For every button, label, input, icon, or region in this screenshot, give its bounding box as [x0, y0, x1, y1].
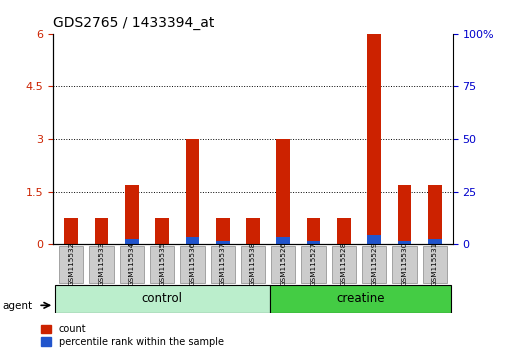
FancyBboxPatch shape — [331, 246, 355, 283]
Text: GSM115528: GSM115528 — [340, 242, 346, 286]
Bar — [64, 218, 78, 244]
FancyBboxPatch shape — [422, 246, 446, 283]
Text: GSM115534: GSM115534 — [129, 242, 135, 286]
Bar — [94, 218, 108, 244]
Text: GDS2765 / 1433394_at: GDS2765 / 1433394_at — [53, 16, 214, 30]
Text: GSM115531: GSM115531 — [431, 242, 437, 286]
FancyBboxPatch shape — [301, 246, 325, 283]
FancyBboxPatch shape — [361, 246, 385, 283]
Text: GSM115535: GSM115535 — [159, 242, 165, 286]
Bar — [367, 235, 380, 244]
Bar — [336, 218, 350, 244]
FancyBboxPatch shape — [271, 246, 295, 283]
Bar — [246, 218, 259, 244]
Bar — [367, 34, 380, 244]
Text: GSM115532: GSM115532 — [68, 242, 74, 286]
FancyBboxPatch shape — [180, 246, 204, 283]
Bar — [185, 236, 199, 244]
Bar — [427, 184, 441, 244]
Text: GSM115527: GSM115527 — [310, 242, 316, 286]
FancyBboxPatch shape — [55, 285, 269, 313]
Bar — [306, 241, 320, 244]
Bar — [125, 239, 138, 244]
Bar — [306, 218, 320, 244]
Bar — [397, 184, 411, 244]
Text: agent: agent — [3, 301, 33, 311]
Text: GSM115538: GSM115538 — [249, 242, 256, 286]
Text: GSM115529: GSM115529 — [370, 242, 376, 286]
FancyBboxPatch shape — [59, 246, 83, 283]
FancyBboxPatch shape — [240, 246, 265, 283]
Bar — [155, 218, 169, 244]
Text: creatine: creatine — [336, 292, 384, 305]
FancyBboxPatch shape — [269, 285, 450, 313]
Text: GSM115533: GSM115533 — [98, 242, 105, 286]
Bar — [276, 139, 289, 244]
FancyBboxPatch shape — [89, 246, 114, 283]
FancyBboxPatch shape — [150, 246, 174, 283]
Bar — [216, 241, 229, 244]
Text: GSM115537: GSM115537 — [219, 242, 225, 286]
FancyBboxPatch shape — [120, 246, 144, 283]
Bar — [276, 236, 289, 244]
FancyBboxPatch shape — [210, 246, 234, 283]
Bar — [125, 184, 138, 244]
Legend: count, percentile rank within the sample: count, percentile rank within the sample — [40, 324, 224, 348]
Bar — [216, 218, 229, 244]
Bar — [427, 239, 441, 244]
Bar — [185, 139, 199, 244]
Text: GSM115530: GSM115530 — [400, 242, 407, 286]
Bar — [397, 241, 411, 244]
FancyBboxPatch shape — [391, 246, 416, 283]
Text: control: control — [141, 292, 182, 305]
Text: GSM115526: GSM115526 — [280, 242, 286, 286]
Text: GSM115536: GSM115536 — [189, 242, 195, 286]
